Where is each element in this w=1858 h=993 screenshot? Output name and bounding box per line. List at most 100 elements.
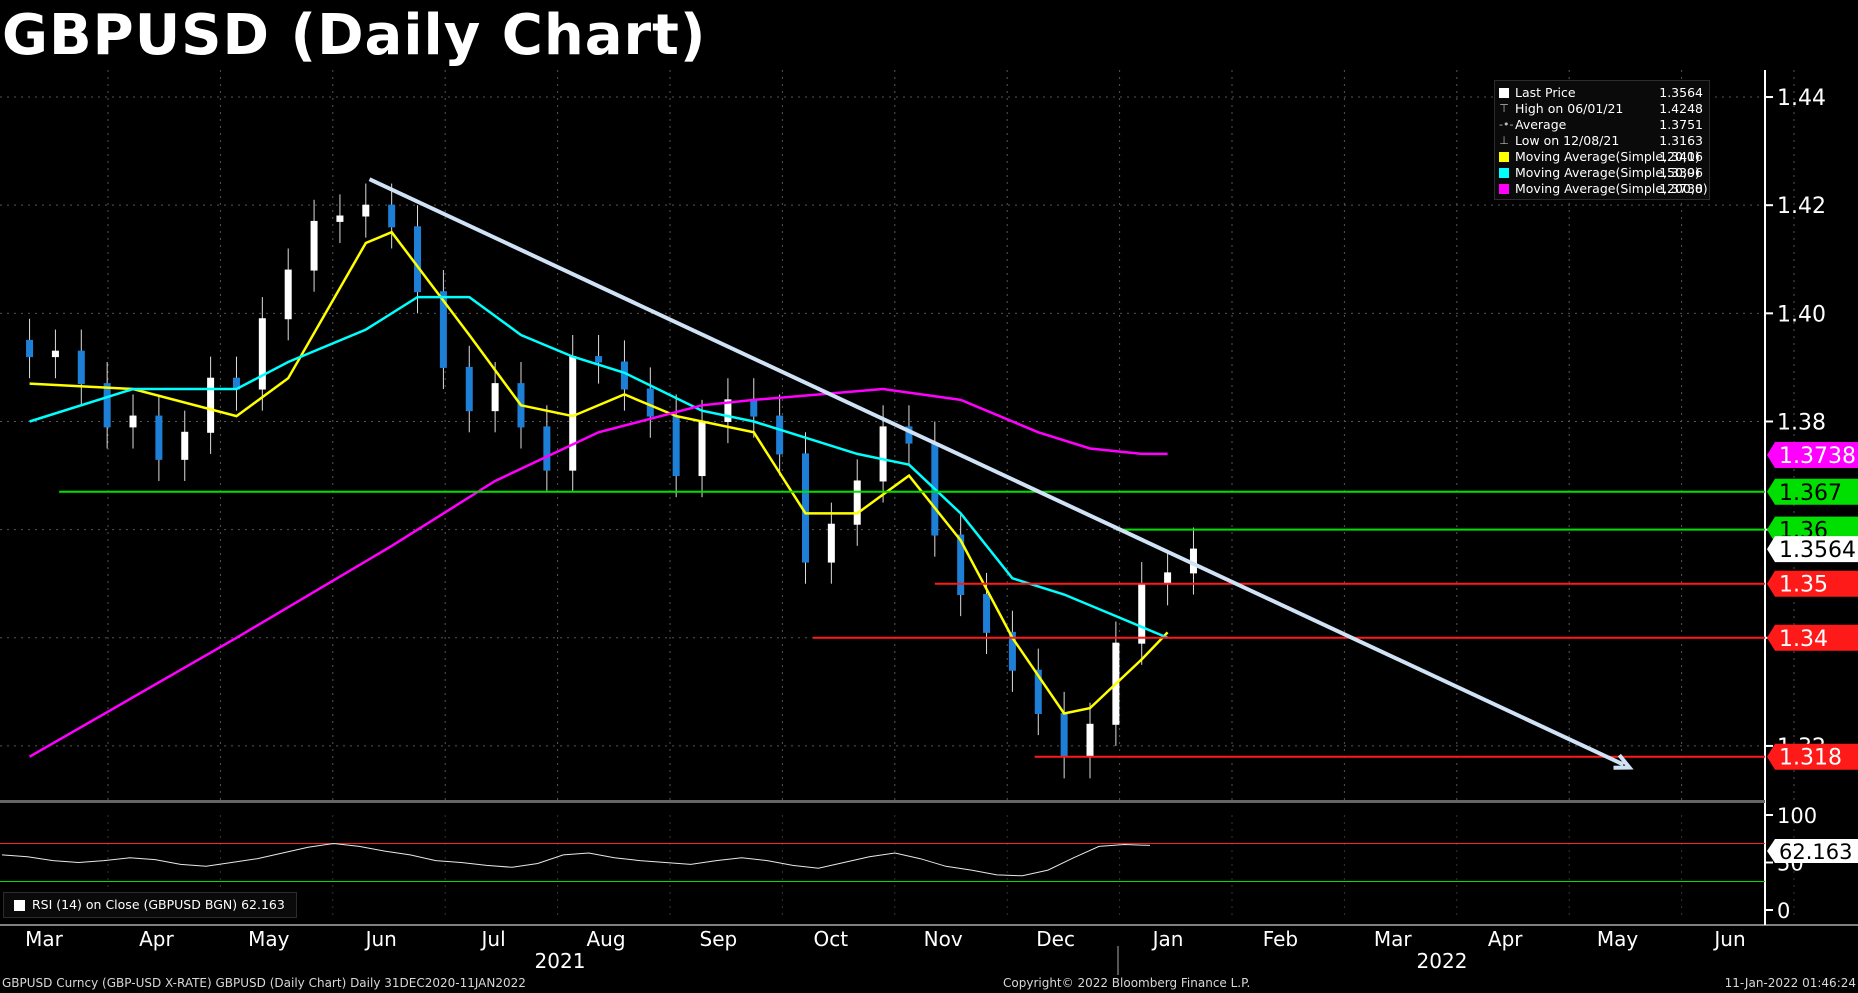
rsi-value-tag: [1767, 838, 1858, 863]
candle-body: [26, 339, 34, 358]
candle-body: [465, 366, 473, 412]
candle-body: [362, 204, 370, 217]
legend-value: 1.3396: [1659, 165, 1703, 180]
month-label: Apr: [1488, 927, 1523, 951]
legend-value: 1.4248: [1659, 101, 1703, 116]
price-tag-box: [1767, 536, 1858, 563]
candle-body: [827, 523, 835, 563]
month-label: Jan: [1151, 927, 1184, 951]
candle: [1008, 610, 1016, 692]
candle: [1164, 551, 1172, 606]
level-tag-box: [1767, 478, 1858, 505]
candle-body: [646, 388, 654, 417]
candle: [672, 394, 680, 498]
level-tag-text: 1.367: [1779, 481, 1842, 506]
candle: [853, 459, 861, 546]
average-marker-icon: -•-: [1499, 118, 1514, 131]
legend-swatch: [1499, 152, 1509, 162]
moving-average-line: [28, 387, 1168, 758]
legend-swatch: [1499, 88, 1509, 98]
candle: [77, 329, 85, 406]
candle-body: [724, 399, 732, 422]
candle: [879, 405, 887, 503]
month-label: Jul: [480, 927, 506, 951]
candle: [232, 356, 240, 411]
moving-average-line: [29, 295, 1169, 639]
year-label: 2021: [535, 949, 586, 973]
legend-swatch: [1499, 184, 1509, 194]
candle: [1034, 648, 1042, 736]
candle-body: [258, 318, 266, 390]
level-tag-box: [1767, 743, 1858, 770]
candle-body: [414, 226, 422, 293]
candle: [595, 334, 603, 384]
candle: [491, 362, 499, 433]
candle-body: [491, 383, 499, 412]
rsi-legend-swatch: [14, 900, 25, 911]
candle-body: [620, 361, 628, 390]
candle: [698, 399, 706, 498]
legend-value: 1.3751: [1659, 117, 1703, 132]
price-plot-area: [26, 183, 1765, 779]
rsi-tick-label: 0: [1777, 899, 1790, 923]
chart-legend: Last Price 1.3564 ⊤ High on 06/01/21 1.4248-…: [1494, 80, 1710, 200]
moving-average-line: [29, 230, 1169, 715]
candle-body: [155, 415, 163, 460]
legend-label: Last Price: [1515, 85, 1576, 100]
candle: [776, 394, 784, 476]
candle: [1086, 702, 1094, 779]
candle: [155, 394, 163, 481]
candle-body: [853, 480, 861, 525]
level-tag: 1.318: [1767, 743, 1858, 771]
candle-body: [776, 415, 784, 455]
candle: [336, 194, 344, 244]
candle-body: [750, 399, 758, 417]
legend-label: Low on 12/08/21: [1515, 133, 1620, 148]
rsi-line: [1, 842, 1151, 877]
month-label: Mar: [1374, 927, 1413, 951]
candle: [905, 405, 913, 465]
level-tag-box: [1767, 570, 1858, 597]
candle-body: [1060, 712, 1068, 758]
candle: [1060, 691, 1068, 779]
legend-value: 1.3163: [1659, 133, 1703, 148]
price-tag: 1.3564: [1767, 536, 1858, 563]
candle: [103, 362, 111, 449]
pane-separator: [0, 800, 1765, 803]
month-label: May: [248, 927, 290, 951]
candle-body: [51, 350, 59, 358]
month-label: May: [1597, 927, 1639, 951]
candle: [957, 513, 965, 617]
rsi-tick-label: 100: [1777, 804, 1817, 828]
chart-title: GBPUSD (Daily Chart): [2, 3, 707, 68]
price-tag-text: 1.3738: [1779, 444, 1856, 469]
candle-body: [1138, 583, 1146, 644]
candle-body: [569, 356, 577, 471]
candle-body: [543, 426, 551, 471]
legend-label: Moving Average(Simple,200,0): [1515, 181, 1708, 196]
candle-body: [336, 215, 344, 222]
legend-row: Last Price 1.3564: [1499, 85, 1703, 101]
legend-value: 1.3416: [1659, 149, 1703, 164]
price-tag-box: [1767, 442, 1858, 469]
month-label: Jun: [1712, 927, 1745, 951]
level-tag-text: 1.318: [1779, 746, 1842, 771]
legend-row: -•- Average 1.3751: [1499, 117, 1703, 133]
candle-body: [207, 377, 215, 433]
month-label: Jun: [364, 927, 397, 951]
candle: [439, 270, 447, 390]
candle-body: [77, 350, 85, 385]
price-tick-label: 1.40: [1777, 302, 1826, 327]
candle-body: [1034, 669, 1042, 714]
candle-body: [983, 594, 991, 633]
candle-body: [879, 426, 887, 482]
candle: [724, 378, 732, 444]
level-tag: 1.34: [1767, 624, 1858, 652]
candle-body: [181, 431, 189, 460]
candle: [258, 297, 266, 411]
month-label: Oct: [814, 927, 849, 951]
candle-body: [103, 383, 111, 428]
level-tag-text: 1.34: [1779, 627, 1828, 652]
footer-description: GBPUSD Curncy (GBP-USD X-RATE) GBPUSD (D…: [2, 976, 526, 990]
